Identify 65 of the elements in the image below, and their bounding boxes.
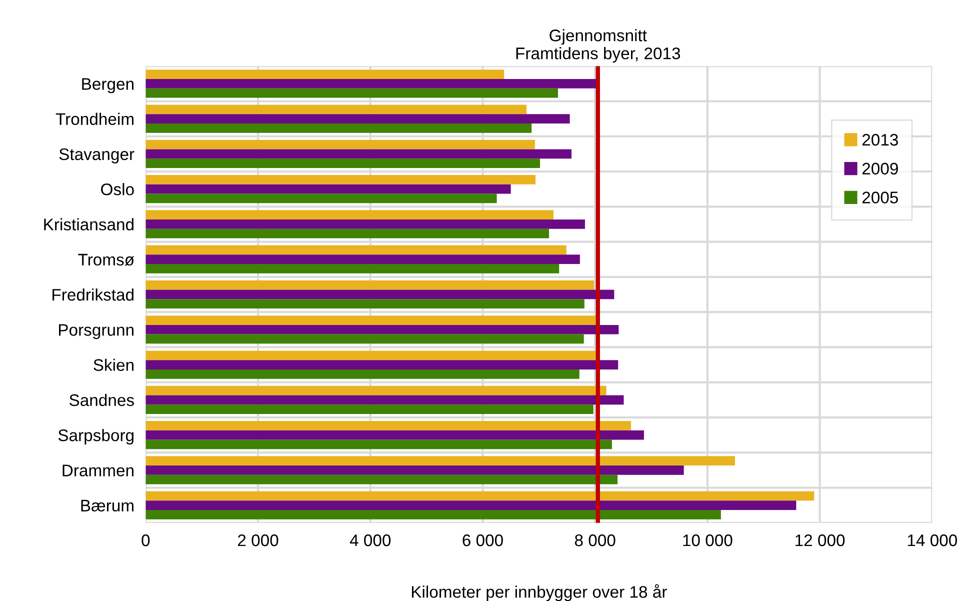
bar	[146, 316, 596, 325]
bar	[146, 78, 598, 88]
y-tick-label: Fredrikstad	[52, 288, 134, 301]
y-tick-label: Kristiansand	[44, 218, 134, 230]
y-tick-label: Porsgrunn	[59, 324, 134, 340]
y-tick-label: Tromsø	[78, 254, 134, 266]
bar	[146, 228, 550, 238]
bar	[146, 404, 594, 414]
bar	[146, 220, 585, 229]
bar	[146, 290, 614, 300]
bar	[146, 474, 618, 484]
bar	[146, 510, 721, 520]
y-tick-label: Skien	[94, 358, 134, 371]
legend-label: 2009	[862, 162, 898, 175]
bar	[146, 280, 594, 290]
bar	[146, 264, 560, 274]
x-axis-title: Kilometer per innbygger over 18 år	[412, 584, 667, 601]
bar	[146, 70, 504, 79]
bar	[146, 465, 684, 475]
bar	[146, 420, 632, 430]
bar	[146, 124, 532, 133]
x-tick-label: 6 000	[462, 534, 503, 546]
bar	[146, 194, 497, 204]
bar	[146, 175, 536, 184]
bar	[146, 114, 570, 124]
bar	[146, 149, 572, 159]
bar	[146, 350, 596, 360]
bar	[146, 245, 566, 255]
bar	[146, 334, 584, 344]
x-tick-label: 4 000	[350, 534, 391, 546]
legend-label: 2005	[862, 192, 898, 204]
bar	[146, 254, 580, 264]
bar	[146, 456, 735, 466]
bar	[146, 299, 584, 309]
bar	[146, 210, 554, 220]
y-tick-label: Oslo	[101, 183, 134, 196]
x-tick-label: 10 000	[683, 534, 732, 546]
x-tick-label: 8 000	[574, 534, 616, 546]
bar	[146, 88, 558, 98]
y-tick-label: Bergen	[82, 78, 134, 94]
y-tick-label: Sandnes	[70, 394, 134, 406]
legend-label: 2013	[862, 134, 898, 146]
y-tick-label: Stavanger	[59, 148, 134, 164]
bar	[146, 184, 511, 194]
bar	[146, 491, 814, 501]
x-tick-label: 2 000	[238, 534, 278, 546]
bar	[146, 440, 612, 450]
y-tick-label: Trondheim	[56, 112, 134, 126]
x-tick-label: 0	[142, 534, 150, 546]
bar	[146, 360, 618, 370]
y-tick-label: Sarpsborg	[58, 428, 134, 445]
bar	[146, 395, 624, 405]
bar	[146, 500, 796, 510]
bar	[146, 140, 535, 150]
y-tick-label: Bærum	[81, 500, 134, 512]
x-tick-label: 14 000	[908, 534, 957, 546]
y-tick-label: Drammen	[62, 464, 134, 476]
bar	[146, 430, 644, 440]
bar	[146, 104, 527, 114]
bar	[146, 369, 580, 379]
ref-line-label: Gjennomsnitt Framtidens byer, 2013	[516, 29, 680, 63]
x-tick-label: 12 000	[796, 534, 845, 546]
bar	[146, 386, 606, 396]
bar	[146, 324, 619, 334]
bar	[146, 158, 540, 168]
